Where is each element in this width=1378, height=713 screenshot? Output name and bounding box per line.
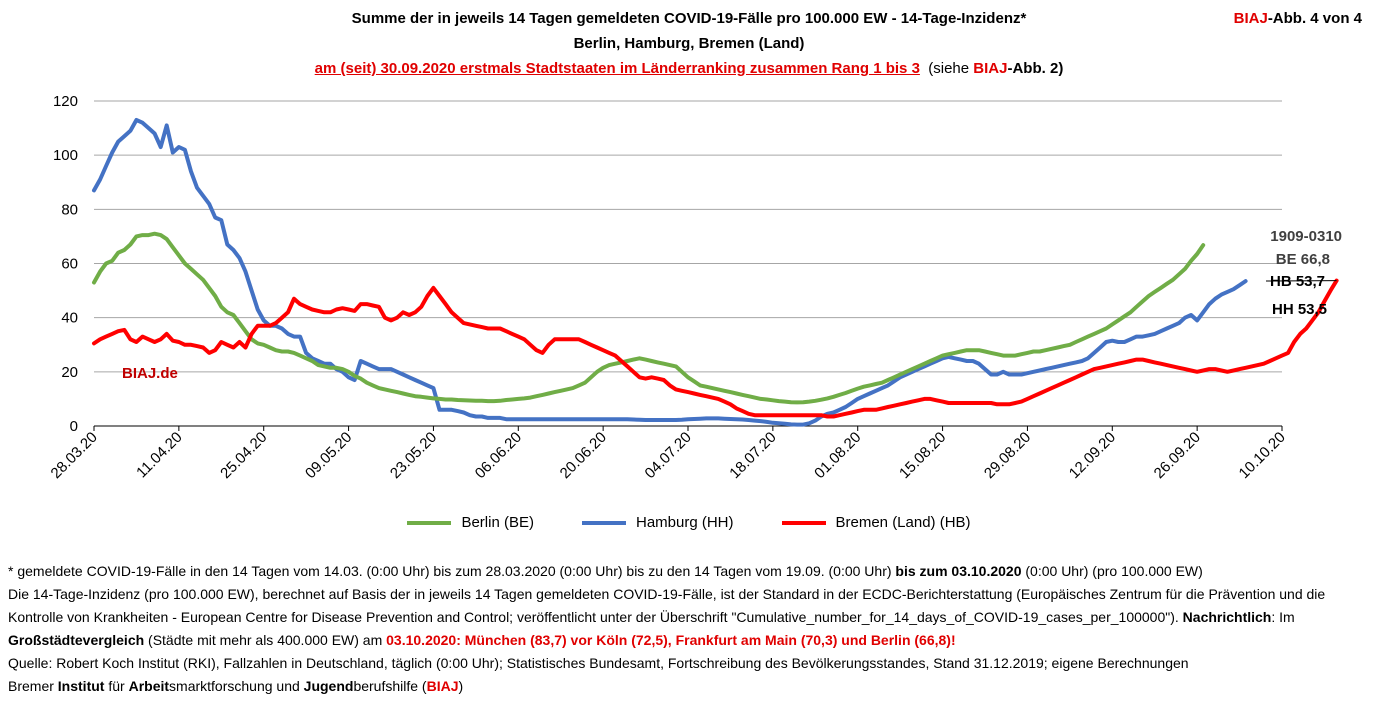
line-chart: 0 20 40 60 80 100 120 28.03.20 11.04.20 25.04.20 0…: [48, 93, 1342, 482]
series-line-bremen: [92, 278, 1339, 419]
y-tick-label: 40: [61, 310, 78, 327]
legend-swatch-bremen: [781, 520, 826, 525]
x-tick-label: 29.08.20: [981, 429, 1034, 482]
chart-title: Summe der in jeweils 14 Tagen gemeldeten…: [351, 10, 1027, 27]
legend-item-bremen: Bremen (Land) (HB): [781, 514, 971, 531]
legend: Berlin (BE) Hamburg (HH) Bremen (Land) (…: [0, 514, 1378, 531]
y-tick-label: 100: [53, 147, 78, 164]
footnote-1: * gemeldete COVID-19-Fälle in den 14 Tag…: [8, 563, 1203, 579]
x-tick-label: 11.04.20: [133, 429, 186, 482]
x-tick-label: 15.08.20: [896, 429, 949, 482]
x-tick-label: 09.05.20: [302, 429, 355, 482]
x-tick-label: 01.08.20: [811, 429, 864, 482]
y-tick-label: 120: [53, 93, 78, 110]
x-tick-label: 23.05.20: [387, 429, 440, 482]
legend-swatch-berlin: [407, 520, 452, 525]
x-tick-label: 28.03.20: [48, 429, 101, 482]
y-tick-label: 0: [70, 418, 78, 435]
footnote-2: Die 14-Tage-Inzidenz (pro 100.000 EW), b…: [8, 586, 1326, 648]
badge-text: -Abb. 4 von 4: [1267, 10, 1362, 27]
series-line-hamburg: [92, 118, 1248, 427]
chart-headline: am (seit) 30.09.2020 erstmals Stadtstaat…: [0, 60, 1378, 77]
footnote-source: Quelle: Robert Koch Institut (RKI), Fall…: [8, 655, 1189, 671]
x-tick-label: 12.09.20: [1066, 429, 1119, 482]
legend-item-berlin: Berlin (BE): [407, 514, 534, 531]
legend-label-berlin: Berlin (BE): [461, 514, 534, 531]
headline-brand: BIAJ: [973, 60, 1008, 77]
legend-label-hamburg: Hamburg (HH): [635, 514, 734, 531]
headline-siehe: (siehe BIAJ-Abb. 2): [928, 60, 1064, 77]
x-tick-label: 18.07.20: [726, 429, 779, 482]
y-tick-label: 20: [61, 364, 78, 381]
annotation-date-range: 1909-0310: [1270, 228, 1342, 245]
y-tick-label: 60: [61, 256, 78, 273]
badge-brand: BIAJ: [1233, 10, 1268, 27]
footnote-institute: Bremer Institut für Arbeitsmarktforschun…: [8, 678, 464, 694]
x-tick-label: 20.06.20: [557, 429, 610, 482]
headline-red: am (seit) 30.09.2020 erstmals Stadtstaat…: [314, 60, 920, 77]
y-tick-label: 80: [61, 201, 78, 218]
x-tick-label: 25.04.20: [217, 429, 270, 482]
x-tick-label: 10.10.20: [1236, 429, 1289, 482]
footnotes: * gemeldete COVID-19-Fälle in den 14 Tag…: [8, 560, 1370, 698]
annotation-hh: HH 53,5: [1272, 301, 1327, 318]
figure-badge: BIAJ-Abb. 4 von 4: [1234, 10, 1362, 27]
x-tick-label: 06.06.20: [472, 429, 525, 482]
series-line-berlin: [92, 231, 1206, 405]
legend-item-hamburg: Hamburg (HH): [581, 514, 734, 531]
watermark-biaj: BIAJ.de: [122, 365, 178, 382]
annotation-hb: HB 53,7: [1270, 273, 1325, 290]
x-tick-label: 04.07.20: [642, 429, 695, 482]
chart-subtitle: Berlin, Hamburg, Bremen (Land): [573, 35, 805, 52]
legend-swatch-hamburg: [581, 520, 626, 525]
annotation-be: BE 66,8: [1276, 251, 1330, 268]
legend-label-bremen: Bremen (Land) (HB): [835, 514, 971, 531]
x-tick-label: 26.09.20: [1151, 429, 1204, 482]
